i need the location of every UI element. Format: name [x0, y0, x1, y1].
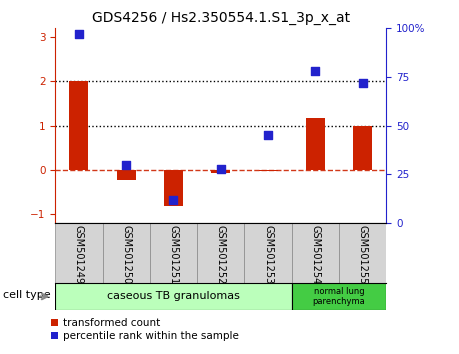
- Bar: [117, 170, 135, 180]
- Text: GSM501251: GSM501251: [168, 225, 178, 284]
- Legend: transformed count, percentile rank within the sample: transformed count, percentile rank withi…: [51, 319, 238, 341]
- Bar: [55, 223, 102, 283]
- Point: [122, 162, 129, 167]
- Text: GSM501254: GSM501254: [310, 225, 320, 284]
- Text: GSM501252: GSM501252: [215, 225, 225, 284]
- Bar: [305, 118, 324, 170]
- Bar: [244, 223, 291, 283]
- Bar: [197, 223, 244, 283]
- Bar: [150, 223, 197, 283]
- Text: normal lung
parenchyma: normal lung parenchyma: [312, 287, 364, 306]
- Bar: [69, 81, 88, 170]
- Bar: [164, 170, 183, 206]
- Title: GDS4256 / Hs2.350554.1.S1_3p_x_at: GDS4256 / Hs2.350554.1.S1_3p_x_at: [91, 11, 349, 24]
- Bar: [258, 170, 277, 171]
- Text: cell type: cell type: [3, 290, 50, 300]
- Text: GSM501250: GSM501250: [121, 225, 131, 284]
- Text: GSM501249: GSM501249: [74, 225, 84, 284]
- Text: GSM501255: GSM501255: [357, 225, 367, 284]
- Bar: [102, 223, 150, 283]
- Bar: [291, 283, 386, 310]
- Bar: [338, 223, 386, 283]
- Point: [311, 68, 319, 74]
- Bar: [353, 126, 371, 170]
- Bar: [291, 223, 338, 283]
- Point: [169, 197, 177, 202]
- Point: [75, 31, 82, 37]
- Point: [217, 166, 224, 171]
- Text: GSM501253: GSM501253: [263, 225, 273, 284]
- Point: [358, 80, 366, 86]
- Text: caseous TB granulomas: caseous TB granulomas: [107, 291, 240, 302]
- Point: [264, 132, 271, 138]
- Bar: [55, 283, 291, 310]
- Bar: [211, 170, 230, 173]
